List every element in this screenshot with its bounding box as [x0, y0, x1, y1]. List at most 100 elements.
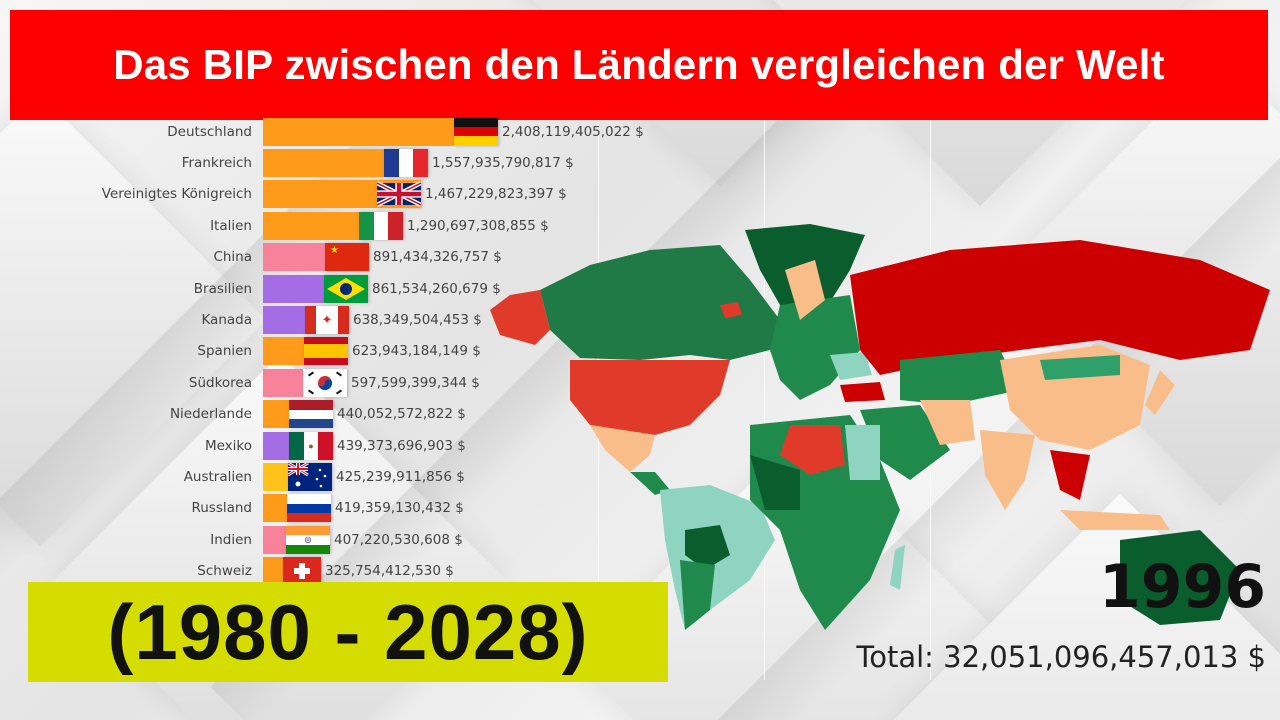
year-label: 1996	[1099, 552, 1266, 622]
map-turkey	[840, 382, 885, 402]
country-label: Indien	[210, 531, 252, 548]
gdp-bar	[263, 337, 348, 366]
gdp-bar	[263, 117, 498, 146]
gdp-value: 407,220,530,608 $	[334, 531, 463, 548]
chart-row-schweiz: Schweiz 325,754,412,530 $	[0, 556, 700, 587]
france-flag-icon	[384, 149, 428, 178]
country-label: Mexiko	[204, 437, 252, 454]
gdp-bar: ●	[263, 431, 333, 460]
netherlands-flag-icon	[289, 400, 333, 429]
page-title: Das BIP zwischen den Ländern vergleichen…	[113, 41, 1165, 88]
gdp-value: 891,434,326,757 $	[373, 249, 502, 266]
gdp-bar: ◎	[263, 525, 330, 554]
gdp-bar: ✦	[263, 306, 349, 335]
gdp-bar	[263, 557, 321, 586]
gdp-value: 623,943,184,149 $	[352, 343, 481, 360]
chart-row-italien: Italien 1,290,697,308,855 $	[0, 210, 700, 241]
chart-row-deutschland: Deutschland 2,408,119,405,022 $	[0, 116, 700, 147]
country-label: Australien	[183, 469, 252, 486]
gdp-value: 425,239,911,856 $	[336, 469, 465, 486]
switzerland-flag-icon	[283, 557, 321, 586]
map-ukraine	[830, 352, 872, 380]
period-badge: (1980 - 2028)	[28, 582, 668, 682]
gdp-bar	[263, 274, 368, 303]
gdp-value: 861,534,260,679 $	[372, 280, 501, 297]
germany-flag-icon	[454, 117, 498, 146]
map-mongolia	[1040, 355, 1120, 380]
gdp-bar: ★	[263, 243, 369, 272]
map-madagascar	[890, 545, 905, 590]
gdp-value: 1,557,935,790,817 $	[432, 155, 574, 172]
canada-flag-icon: ✦	[305, 306, 349, 335]
map-central-asia	[900, 350, 1020, 405]
country-label: Kanada	[201, 312, 252, 329]
map-canada	[540, 245, 780, 360]
chart-row-frankreich: Frankreich 1,557,935,790,817 $	[0, 147, 700, 178]
country-label: Russland	[191, 500, 252, 517]
map-europe	[770, 295, 860, 400]
mexico-flag-icon: ●	[289, 431, 333, 460]
map-chile-argentina	[680, 560, 715, 630]
map-iceland	[720, 302, 742, 318]
map-se-asia	[1050, 450, 1090, 500]
gdp-bar	[263, 463, 332, 492]
chart-row-china: China ★ 891,434,326,757 $	[0, 242, 700, 273]
map-west-africa	[750, 455, 800, 510]
country-label: Brasilien	[193, 280, 252, 297]
map-russia	[850, 240, 1270, 375]
china-flag-icon: ★	[325, 243, 369, 272]
country-label: Vereinigtes Königreich	[101, 186, 252, 203]
country-label: Niederlande	[169, 406, 252, 423]
country-label: Südkorea	[188, 374, 252, 391]
map-alaska	[490, 290, 550, 345]
gdp-bar	[263, 180, 421, 209]
map-algeria	[780, 425, 845, 475]
chart-row-indien: Indien ◎ 407,220,530,608 $	[0, 524, 700, 555]
country-label: Frankreich	[181, 155, 252, 172]
gdp-value: 439,373,696,903 $	[337, 437, 466, 454]
chart-row-brasilien: Brasilien 861,534,260,679 $	[0, 273, 700, 304]
chart-row-mexiko: Mexiko ● 439,373,696,903 $	[0, 430, 700, 461]
map-india	[980, 430, 1035, 510]
title-banner: Das BIP zwischen den Ländern vergleichen…	[10, 10, 1268, 120]
gdp-value: 440,052,572,822 $	[337, 406, 466, 423]
country-label: Schweiz	[197, 563, 252, 580]
gdp-bar-chart: Deutschland 2,408,119,405,022 $ Frankrei…	[0, 116, 700, 586]
gdp-bar	[263, 211, 403, 240]
gdp-value: 419,359,130,432 $	[335, 500, 464, 517]
map-scandinavia	[785, 260, 825, 320]
south-korea-flag-icon	[303, 368, 347, 397]
russia-flag-icon	[287, 494, 331, 523]
gdp-value: 325,754,412,530 $	[325, 563, 454, 580]
map-usa	[570, 360, 730, 435]
gdp-bar	[263, 494, 331, 523]
italy-flag-icon	[359, 211, 403, 240]
chart-row-kanada: Kanada ✦ 638,349,504,453 $	[0, 304, 700, 335]
map-indonesia	[1060, 510, 1170, 530]
chart-row-australien: Australien 425,239,911,856 $	[0, 461, 700, 492]
map-middle-east	[860, 405, 950, 480]
country-label: China	[213, 249, 252, 266]
gdp-bar	[263, 149, 428, 178]
spain-flag-icon	[304, 337, 348, 366]
chart-row-russland: Russland 419,359,130,432 $	[0, 493, 700, 524]
country-label: Spanien	[197, 343, 252, 360]
world-gdp-map	[480, 210, 1280, 630]
gdp-value: 638,349,504,453 $	[353, 312, 482, 329]
india-flag-icon: ◎	[286, 525, 330, 554]
map-mexico	[590, 425, 655, 472]
map-japan	[1145, 370, 1175, 415]
chart-row-suedkorea: Südkorea 597,599,399,344 $	[0, 367, 700, 398]
map-bolivia	[685, 525, 730, 570]
map-egypt-sudan	[845, 425, 880, 480]
gdp-value: 2,408,119,405,022 $	[502, 123, 644, 140]
map-central-america	[630, 472, 670, 495]
chart-row-niederlande: Niederlande 440,052,572,822 $	[0, 399, 700, 430]
gdp-value: 1,467,229,823,397 $	[425, 186, 567, 203]
gdp-bar	[263, 400, 333, 429]
gdp-bar	[263, 368, 347, 397]
gdp-value: 1,290,697,308,855 $	[407, 217, 549, 234]
uk-flag-icon	[377, 180, 421, 208]
chart-row-spanien: Spanien 623,943,184,149 $	[0, 336, 700, 367]
gdp-value: 597,599,399,344 $	[351, 374, 480, 391]
